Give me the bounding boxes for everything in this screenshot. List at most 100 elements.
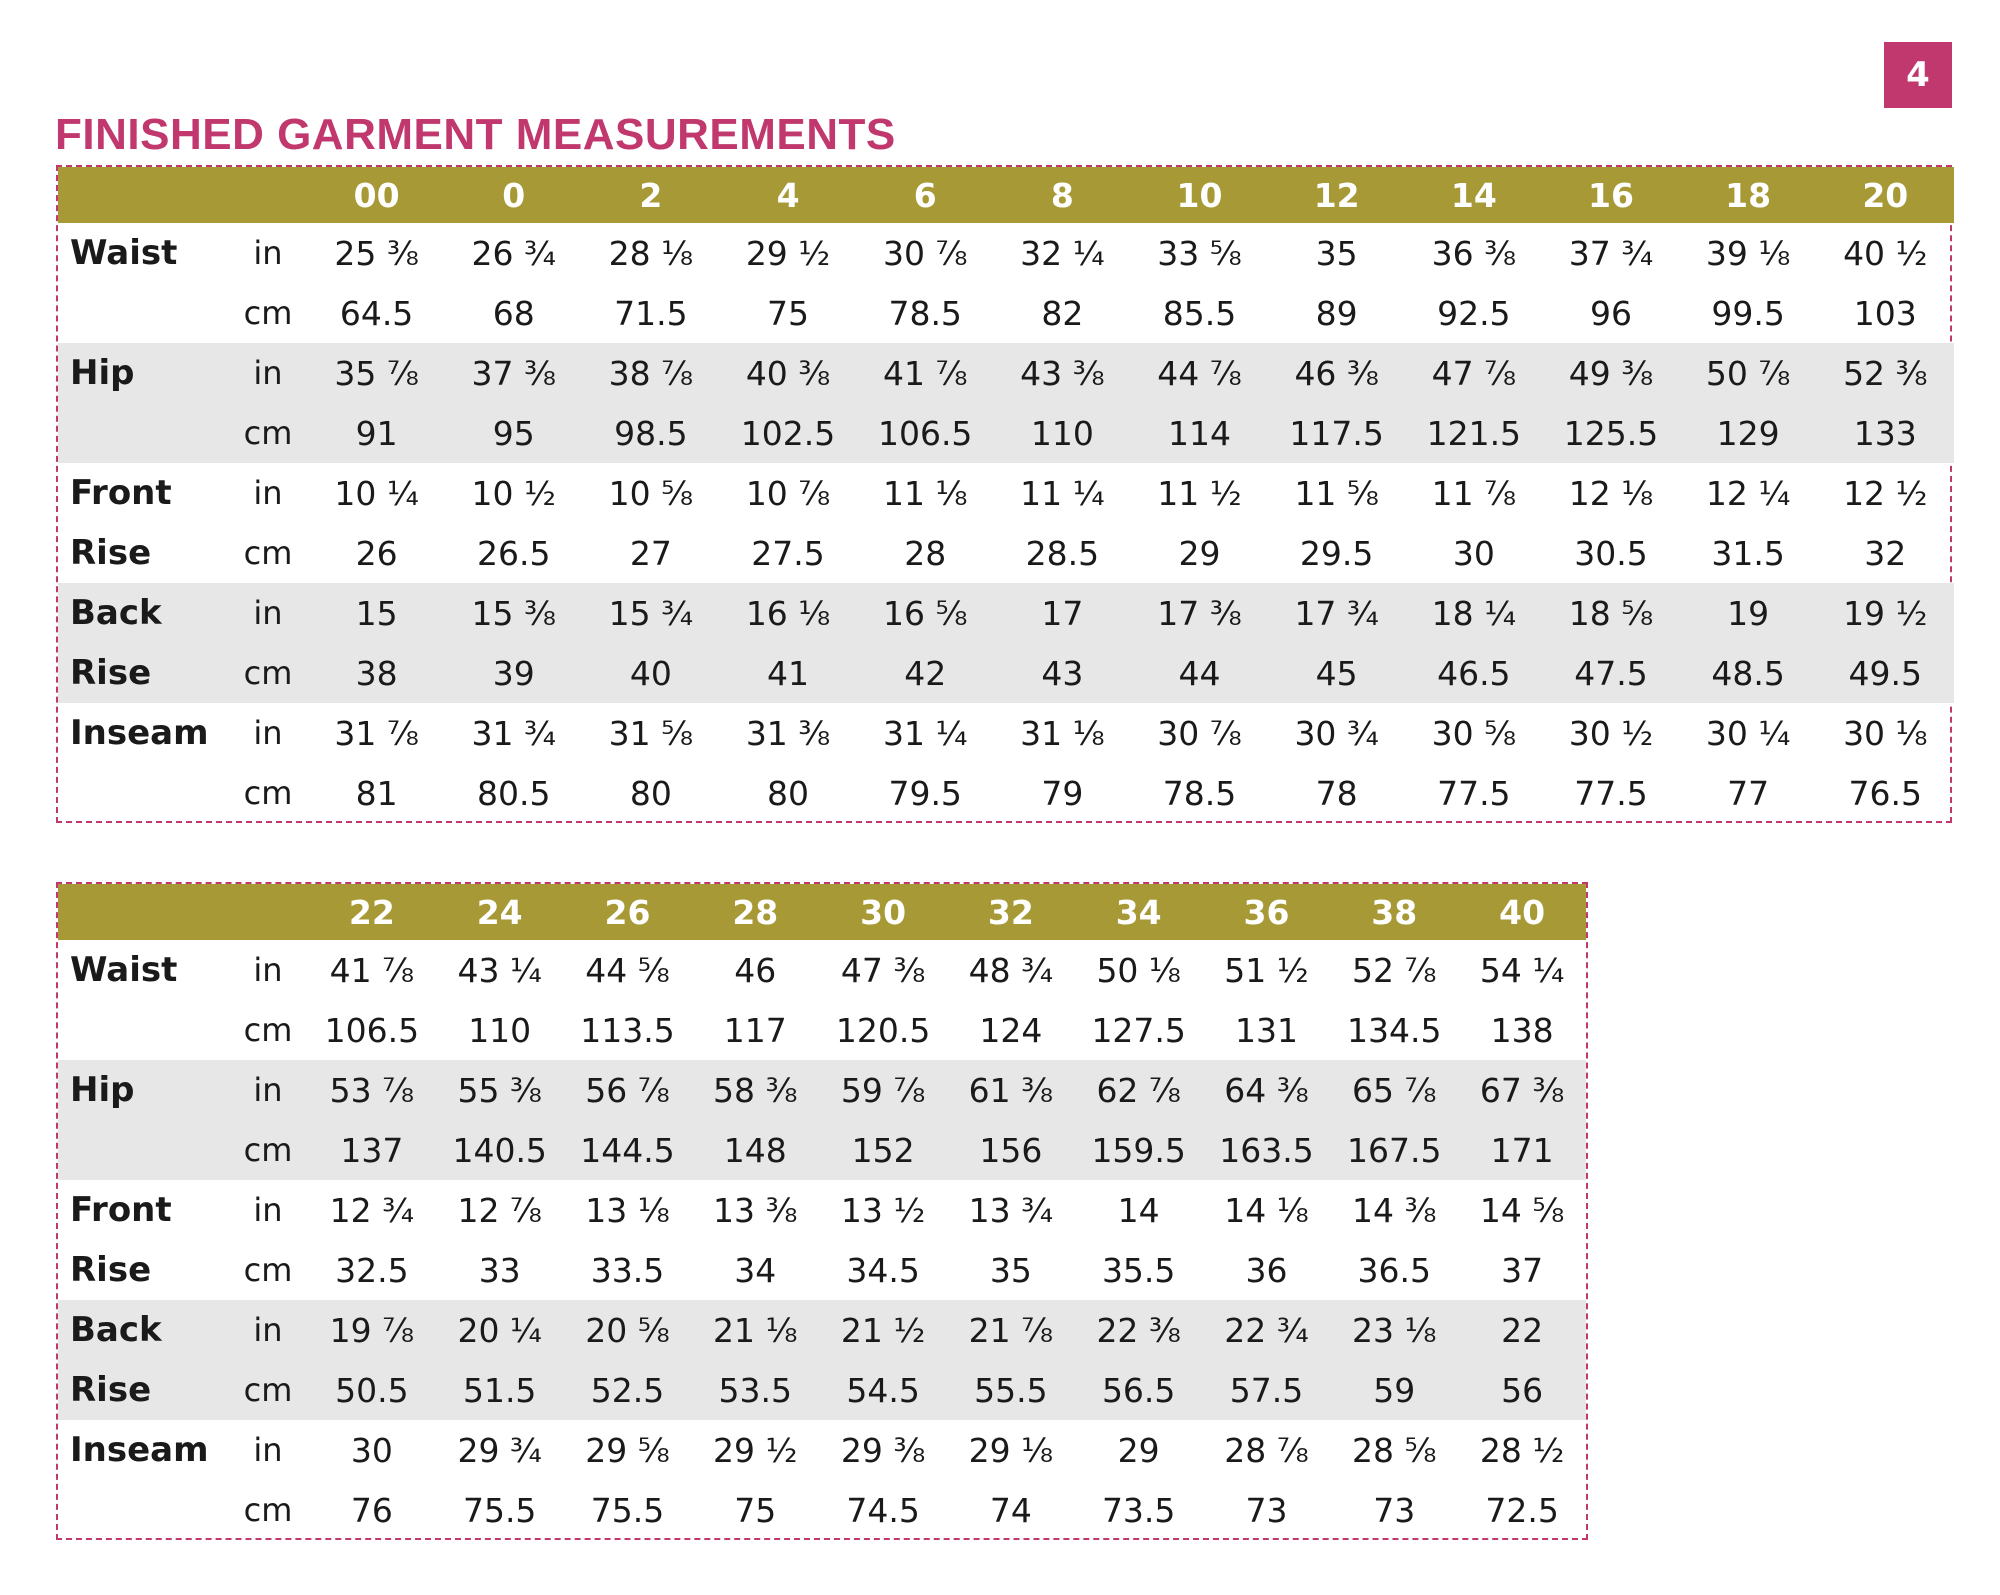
table-row: Front in 12 ¾ 12 ⅞ 13 ⅛ 13 ⅜ 13 ½ 13 ¾ 14 14 ⅛ 14 … [58,1180,1586,1240]
measurement-value: 125.5 [1563,413,1659,453]
measurement-value: 13 ⅜ [713,1190,798,1230]
measurement-value: 114 [1168,413,1232,453]
measurement-value: 82 [1041,293,1084,333]
measurement-value: 18 ¼ [1431,593,1517,633]
measurement-value: 12 ⅛ [1568,473,1654,513]
measurement-value: 59 ⅞ [840,1070,926,1110]
measurement-value: 80 [767,773,810,813]
table-row: cm 81 80.5 80 80 79.5 79 78.5 78 77.5 77.5 77 76.5 [58,763,1954,823]
measurement-value: 19 ⅞ [329,1310,415,1350]
measurement-value: 30 ⅝ [1431,713,1517,753]
measurement-value: 29 [1117,1430,1160,1470]
measurement-value: 68 [492,293,535,333]
measurement-value: 22 [1501,1310,1544,1350]
measurement-value: 40 ½ [1843,233,1928,273]
measurement-value: 81 [355,773,398,813]
measurement-value: 30 ½ [1568,713,1654,753]
measurement-value: 30 ⅞ [1157,713,1242,753]
measurement-value: 17 [1041,593,1084,633]
measurement-value: 47.5 [1574,653,1648,693]
measurement-value: 15 ⅜ [471,593,556,633]
measurement-value: 134.5 [1347,1010,1442,1050]
table-row: Rise cm 32.5 33 33.5 34 34.5 35 35.5 36 36.5 37 [58,1240,1586,1300]
measurement-value: 34.5 [846,1250,920,1290]
measurement-value: 78.5 [1162,773,1237,813]
measurement-value: 129 [1716,413,1780,453]
size-header-cell: 38 [1371,892,1418,932]
measurement-value: 26 ¾ [471,233,556,273]
table-row: Hip in 53 ⅞ 55 ⅜ 56 ⅞ 58 ⅜ 59 ⅞ 61 ⅜ 62 ⅞ 64 ⅜ 65 … [58,1060,1586,1120]
unit-label: cm [243,1371,293,1409]
measurement-value: 124 [979,1010,1043,1050]
measurement-value: 11 ¼ [1020,473,1105,513]
measurement-value: 120.5 [835,1010,931,1050]
measurement-value: 110 [1030,413,1094,453]
size-header-cell: 24 [476,892,523,932]
size-header-cell: 16 [1588,175,1634,215]
measurement-value: 171 [1490,1130,1554,1170]
measurement-value: 75.5 [590,1490,665,1530]
measurement-label [58,763,228,823]
table-row: Rise cm 38 39 40 41 42 43 44 45 46.5 47.5 48.5 49.5 [58,643,1954,703]
measurement-value: 29 ½ [713,1430,798,1470]
unit-label: in [253,714,283,752]
unit-label: cm [243,654,293,692]
size-header-cell: 30 [860,892,907,932]
measurement-label: Waist [70,950,178,990]
measurement-value: 47 ⅜ [840,950,926,990]
measurement-value: 30 [1452,533,1495,573]
table-row: Inseam in 30 29 ¾ 29 ⅝ 29 ½ 29 ⅜ 29 ⅛ 29 28 ⅞ 28 ⅝… [58,1420,1586,1480]
measurement-value: 140.5 [452,1130,547,1170]
table-row: cm 64.5 68 71.5 75 78.5 82 85.5 89 92.5 96 99.5 103 [58,283,1954,343]
measurement-value: 159.5 [1091,1130,1186,1170]
measurement-value: 43 ¼ [457,950,542,990]
measurement-value: 67 ⅜ [1479,1070,1565,1110]
measurement-value: 50 ⅞ [1705,353,1791,393]
size-header-cell: 36 [1243,892,1290,932]
measurement-value: 32 [1864,533,1907,573]
measurement-value: 26 [355,533,398,573]
measurement-value: 14 [1117,1190,1160,1230]
measurement-value: 40 ⅜ [745,353,831,393]
unit-label: cm [243,294,293,332]
measurement-label [58,283,228,343]
measurement-value: 39 ⅛ [1705,233,1791,273]
measurement-value: 21 ½ [840,1310,926,1350]
measurement-value: 64 ⅜ [1224,1070,1309,1110]
measurement-value: 22 ⅜ [1096,1310,1181,1350]
measurement-value: 98.5 [614,413,688,453]
measurement-value: 64.5 [339,293,414,333]
size-header-cell: 22 [348,892,395,932]
measurement-value: 75 [767,293,810,333]
measurement-value: 99.5 [1711,293,1785,333]
measurement-value: 76.5 [1848,773,1923,813]
measurement-value: 10 ¼ [334,473,419,513]
measurement-value: 12 ½ [1843,473,1928,513]
unit-label: cm [243,1131,293,1169]
measurement-value: 11 ⅝ [1294,473,1379,513]
size-header-cell: 8 [1050,175,1074,215]
measurement-value: 41 ⅞ [329,950,415,990]
unit-label: cm [243,534,293,572]
measurement-value: 32.5 [335,1250,409,1290]
measurement-value: 22 ¾ [1224,1310,1309,1350]
measurement-value: 92.5 [1437,293,1511,333]
size-header-cell: 0 [502,175,526,215]
table-row: Back in 15 15 ⅜ 15 ¾ 16 ⅛ 16 ⅝ 17 17 ⅜ 17 ¾ 18 ¼ 18… [58,583,1954,643]
measurement-value: 65 ⅞ [1352,1070,1437,1110]
measurement-value: 74.5 [846,1490,920,1530]
unit-label: cm [243,414,293,452]
measurement-label: Front [70,473,172,513]
measurement-value: 74 [989,1490,1032,1530]
table-row: cm 91 95 98.5 102.5 106.5 110 114 117.5 121.5 125.… [58,403,1954,463]
unit-label: in [253,1431,283,1469]
label-header-cell [58,167,228,223]
measurement-label: Rise [70,533,152,573]
size-header-cell: 2 [639,175,663,215]
unit-header-cell [228,884,308,940]
measurement-value: 32 ¼ [1020,233,1105,273]
measurement-value: 43 [1041,653,1084,693]
measurement-value: 16 ⅛ [745,593,831,633]
measurement-value: 43 ⅜ [1020,353,1105,393]
measurement-value: 23 ⅛ [1352,1310,1437,1350]
